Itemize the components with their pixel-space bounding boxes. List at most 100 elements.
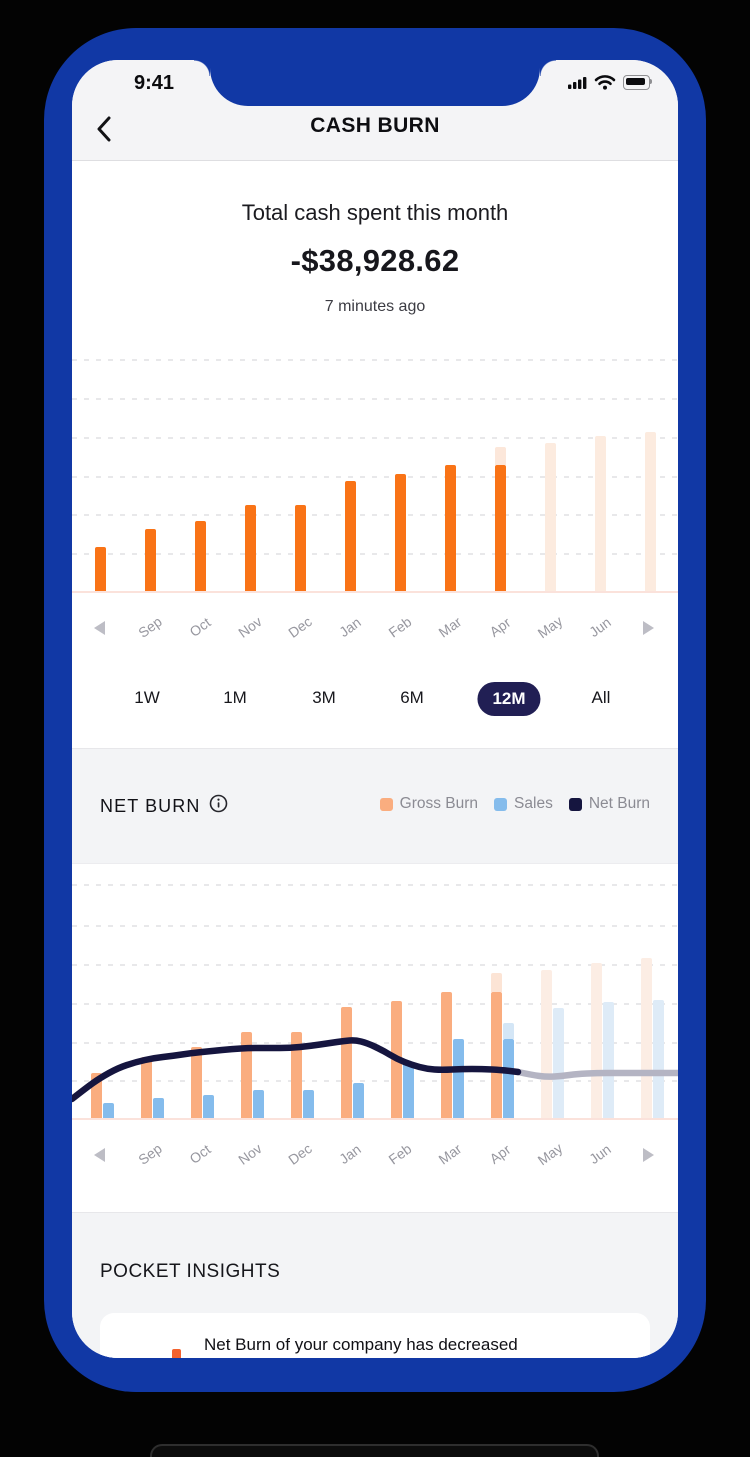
gross-burn-bar — [594, 436, 606, 591]
gridline — [72, 925, 678, 927]
range-option-12m[interactable]: 12M — [477, 682, 541, 716]
gross-burn-bar — [491, 992, 502, 1118]
gridline — [72, 437, 678, 439]
gridline — [72, 359, 678, 361]
gross-forecast-cap — [491, 973, 502, 992]
summary-label: Total cash spent this month — [241, 200, 509, 225]
sales-bar — [552, 1008, 564, 1118]
gross-burn-bar — [244, 505, 256, 591]
wifi-icon — [594, 75, 616, 90]
net-burn-section-header: NET BURN Gross Burn Sales Net Burn — [72, 748, 678, 864]
legend-item-gross-burn: Gross Burn — [379, 795, 479, 813]
phone-screen: 9:41 — [72, 60, 678, 1358]
gridline — [72, 553, 678, 555]
gross-burn-bar — [94, 547, 106, 591]
insight-card[interactable]: Net Burn of your company has decreased — [100, 1313, 650, 1358]
gross-burn-bar — [144, 529, 156, 591]
x-tick-label: May — [534, 1139, 566, 1169]
x-tick-label: Sep — [135, 1140, 165, 1168]
back-button[interactable] — [96, 115, 116, 143]
legend-item-sales: Sales — [494, 795, 553, 813]
gridline — [72, 514, 678, 516]
next-page-arrow[interactable] — [643, 1148, 654, 1162]
gross-burn-bar — [191, 1047, 202, 1118]
x-tick-label: Oct — [186, 1141, 214, 1167]
prev-page-arrow[interactable] — [94, 621, 105, 635]
sales-bar — [302, 1090, 314, 1118]
range-option-3m[interactable]: 3M — [312, 688, 336, 707]
chevron-left-icon — [97, 116, 111, 142]
sales-bar — [452, 1039, 464, 1118]
insight-text: Net Burn of your company has decreased — [204, 1335, 518, 1354]
x-tick-label: Dec — [285, 1140, 315, 1168]
x-tick-label: Feb — [385, 1140, 415, 1168]
gridline — [72, 476, 678, 478]
gross-burn-bar — [294, 505, 306, 591]
sales-bar — [252, 1090, 264, 1118]
x-tick-label: Jan — [336, 1140, 364, 1168]
next-page-arrow[interactable] — [643, 621, 654, 635]
range-option-6m[interactable]: 6M — [400, 688, 424, 707]
gross-burn-bar — [344, 481, 356, 591]
legend-swatch — [379, 797, 393, 811]
gross-burn-bar — [141, 1057, 152, 1118]
legend-label: Net Burn — [588, 795, 650, 812]
range-option-all[interactable]: All — [591, 688, 611, 707]
legend-swatch — [568, 797, 582, 811]
gross-burn-bar — [241, 1032, 252, 1118]
sales-forecast-cap — [502, 1023, 514, 1039]
x-tick-label: Jun — [586, 1140, 614, 1168]
range-option-1w[interactable]: 1W — [134, 688, 160, 707]
gross-burn-bar — [644, 432, 656, 591]
sales-bar — [202, 1095, 214, 1118]
pocket-insights-title: POCKET INSIGHTS — [100, 1261, 281, 1282]
gross-burn-bar — [641, 958, 652, 1118]
signal-bars-icon — [568, 76, 587, 89]
phone-notch — [210, 60, 540, 106]
net-burn-title-text: NET BURN — [100, 795, 201, 816]
legend-item-net-burn: Net Burn — [568, 795, 650, 813]
gridline — [72, 398, 678, 400]
insight-bullet-icon — [172, 1349, 181, 1358]
gross-burn-bar — [194, 521, 206, 591]
sales-bar — [152, 1098, 164, 1118]
gross-burn-bar — [391, 1001, 402, 1118]
status-time: 9:41 — [133, 72, 175, 94]
gross-burn-bar — [91, 1073, 102, 1118]
x-tick-label: Apr — [486, 1141, 514, 1167]
gross-burn-bar — [441, 992, 452, 1118]
gridline — [72, 884, 678, 886]
cash-burn-bar-chart: Sep Oct Nov Dec Jan Feb Mar Apr May Jun — [72, 60, 678, 1358]
gross-burn-bar — [444, 465, 456, 591]
range-option-1m[interactable]: 1M — [223, 688, 247, 707]
gross-burn-bar — [394, 474, 406, 591]
summary-updated: 7 minutes ago — [324, 298, 426, 315]
pocket-insights-section: POCKET INSIGHTS Net Burn of your company… — [72, 1212, 678, 1358]
info-icon[interactable] — [209, 794, 228, 818]
status-icons — [568, 74, 652, 90]
gross-burn-bar — [494, 465, 506, 591]
gross-burn-bar — [541, 970, 552, 1118]
chart-legend: Gross Burn Sales Net Burn — [379, 795, 650, 813]
gross-burn-bar — [341, 1007, 352, 1118]
sales-bar — [652, 1000, 664, 1118]
sales-bar — [402, 1063, 414, 1118]
sales-bar — [602, 1002, 614, 1118]
sales-bar — [352, 1083, 364, 1118]
legend-label: Gross Burn — [399, 795, 479, 812]
forecast-cap-bar — [494, 447, 506, 465]
legend-label: Sales — [514, 795, 553, 812]
legend-swatch — [494, 797, 508, 811]
baseline — [72, 1118, 678, 1120]
prev-page-arrow[interactable] — [94, 1148, 105, 1162]
page-title: CASH BURN — [310, 114, 440, 137]
summary-amount: -$38,928.62 — [290, 243, 460, 278]
net-burn-title: NET BURN — [100, 794, 228, 818]
gridline — [72, 1042, 678, 1044]
gross-burn-bar — [291, 1032, 302, 1118]
next-phone-top-edge — [150, 1444, 599, 1457]
sales-bar — [502, 1039, 514, 1118]
x-tick-label: Nov — [235, 1140, 265, 1168]
gridline — [72, 964, 678, 966]
